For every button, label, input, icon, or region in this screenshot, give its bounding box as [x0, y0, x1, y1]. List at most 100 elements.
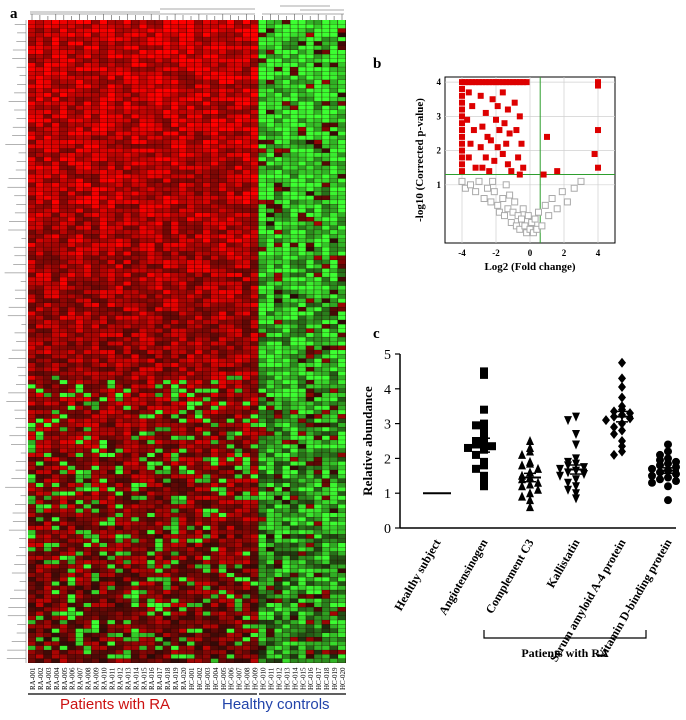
heatmap-cell	[99, 285, 107, 290]
heatmap-cell	[282, 491, 290, 496]
heatmap-cell	[155, 110, 163, 115]
heatmap-cell	[171, 517, 179, 522]
heatmap-cell	[115, 37, 123, 42]
heatmap-cell	[250, 144, 259, 149]
heatmap-cell	[282, 20, 290, 25]
heatmap-cell	[282, 410, 290, 415]
heatmap-cell	[59, 105, 68, 110]
heatmap-cell	[139, 298, 147, 303]
heatmap-cell	[43, 264, 52, 269]
heatmap-cell	[210, 195, 219, 200]
heatmap-cell	[338, 152, 346, 157]
heatmap-cell	[298, 251, 306, 256]
heatmap-cell	[67, 37, 76, 42]
heatmap-cell	[266, 542, 274, 548]
heatmap-cell	[171, 448, 179, 453]
heatmap-cell	[226, 551, 235, 556]
heatmap-cell	[266, 401, 274, 406]
heatmap-cell	[35, 538, 44, 543]
heatmap-cell	[83, 422, 92, 427]
heatmap-cell	[290, 101, 298, 106]
heatmap-cell	[242, 127, 251, 132]
heatmap-cell	[314, 225, 322, 230]
heatmap-cell	[250, 127, 259, 132]
heatmap-cell	[282, 448, 290, 453]
heatmap-cell	[43, 332, 52, 337]
heatmap-cell	[306, 444, 314, 449]
heatmap-cell	[218, 28, 227, 33]
heatmap-cell	[226, 422, 235, 427]
heatmap-cell	[210, 204, 219, 209]
heatmap-cell	[250, 302, 259, 307]
heatmap-cell	[163, 371, 171, 376]
heatmap-cell	[330, 307, 338, 312]
heatmap-cell	[282, 105, 290, 110]
heatmap-cell	[314, 354, 322, 359]
heatmap-cell	[99, 474, 107, 479]
heatmap-cell	[139, 418, 147, 423]
heatmap-cell	[107, 41, 115, 46]
heatmap-cell	[139, 482, 147, 487]
heatmap-cell	[163, 174, 171, 179]
heatmap-cell	[210, 268, 219, 273]
heatmap-cell	[35, 521, 44, 526]
heatmap-cell	[155, 294, 163, 299]
heatmap-cell	[314, 392, 322, 397]
heatmap-cell	[115, 148, 123, 153]
heatmap-cell	[306, 75, 314, 80]
heatmap-cell	[234, 41, 243, 46]
heatmap-cell	[258, 354, 266, 359]
heatmap-cell	[234, 255, 243, 260]
heatmap-cell	[99, 534, 107, 539]
heatmap-cell	[67, 131, 76, 136]
heatmap-cell	[314, 272, 322, 277]
heatmap-cell	[274, 410, 282, 415]
heatmap-cell	[202, 45, 211, 50]
heatmap-cell	[28, 495, 36, 500]
heatmap-cell	[51, 491, 60, 496]
heatmap-cell	[226, 191, 235, 196]
heatmap-cell	[59, 28, 68, 33]
heatmap-cell	[75, 384, 84, 389]
heatmap-cell	[131, 182, 139, 187]
heatmap-cell	[123, 320, 131, 325]
heatmap-cell	[59, 367, 68, 372]
heatmap-cell	[179, 268, 187, 273]
heatmap-cell	[91, 152, 100, 157]
heatmap-cell	[163, 435, 171, 440]
heatmap-cell	[43, 97, 52, 102]
heatmap-cell	[43, 311, 52, 316]
heatmap-cell	[274, 281, 282, 286]
heatmap-cell	[67, 525, 76, 530]
heatmap-cell	[242, 170, 251, 175]
heatmap-cell	[258, 140, 266, 145]
heatmap-cell	[115, 422, 123, 427]
heatmap-cell	[147, 170, 155, 175]
heatmap-cell	[179, 75, 187, 80]
heatmap-cell	[258, 285, 266, 290]
heatmap-cell	[83, 45, 92, 50]
heatmap-cell	[202, 260, 211, 265]
column-dendrogram-branches	[30, 5, 344, 20]
heatmap-cell	[91, 118, 100, 123]
heatmap-cell	[59, 345, 68, 350]
heatmap-cell	[139, 341, 147, 346]
heatmap-cell	[163, 75, 171, 80]
heatmap-cell	[139, 512, 147, 518]
heatmap-cell	[187, 508, 195, 513]
heatmap-cell	[187, 478, 195, 483]
heatmap-cell	[75, 191, 84, 196]
heatmap-cell	[35, 80, 44, 85]
heatmap-cell	[75, 410, 84, 415]
heatmap-cell	[99, 170, 107, 175]
heatmap-cell	[139, 58, 147, 63]
heatmap-cell	[330, 144, 338, 149]
heatmap-cell	[274, 547, 282, 552]
heatmap-cell	[282, 401, 290, 406]
heatmap-cell	[338, 54, 346, 59]
heatmap-cell	[91, 200, 100, 205]
heatmap-cell	[290, 315, 298, 320]
heatmap-cell	[155, 290, 163, 295]
heatmap-cell	[75, 264, 84, 269]
heatmap-cell	[194, 251, 203, 256]
